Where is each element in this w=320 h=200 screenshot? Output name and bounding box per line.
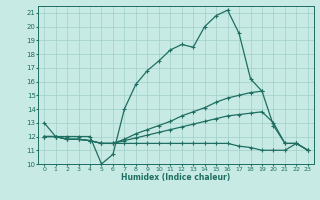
X-axis label: Humidex (Indice chaleur): Humidex (Indice chaleur) <box>121 173 231 182</box>
